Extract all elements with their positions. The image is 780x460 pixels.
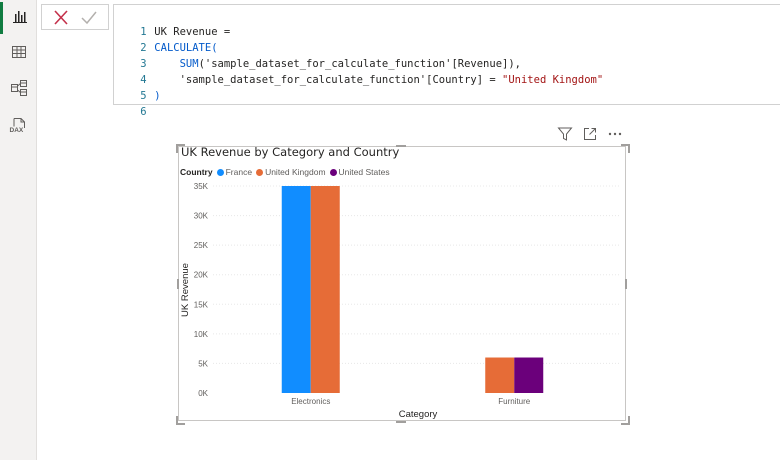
legend-item-united-states[interactable]: United States bbox=[329, 167, 390, 177]
line-number: 6 bbox=[140, 106, 147, 118]
legend-dot bbox=[329, 168, 337, 176]
resize-handle[interactable] bbox=[177, 279, 179, 289]
code-text: UK Revenue = bbox=[154, 26, 231, 38]
dax-icon: DAX bbox=[10, 117, 28, 135]
resize-handle[interactable] bbox=[176, 416, 185, 425]
filter-icon[interactable] bbox=[557, 126, 573, 142]
legend-dot bbox=[216, 168, 224, 176]
legend-label: United Kingdom bbox=[265, 167, 326, 177]
line-number: 5 bbox=[140, 90, 147, 102]
code-text: CALCULATE( bbox=[154, 42, 218, 54]
chart-title: UK Revenue by Category and Country bbox=[181, 145, 400, 159]
code-text: SUM('sample_dataset_for_calculate_functi… bbox=[179, 58, 521, 70]
legend-item-france[interactable]: France bbox=[216, 167, 253, 177]
resize-handle[interactable] bbox=[396, 145, 406, 147]
legend-label: France bbox=[225, 167, 253, 177]
table-grid-icon bbox=[11, 44, 27, 65]
more-options-icon[interactable] bbox=[607, 126, 623, 142]
report-view-button[interactable] bbox=[0, 2, 37, 34]
model-view-button[interactable] bbox=[0, 74, 37, 106]
formula-actions bbox=[41, 4, 109, 30]
code-line: 4 'sample_dataset_for_calculate_function… bbox=[114, 56, 603, 86]
legend-item-united-kingdom[interactable]: United Kingdom bbox=[256, 167, 326, 177]
legend-dot bbox=[256, 168, 264, 176]
code-text: 'sample_dataset_for_calculate_function'[… bbox=[179, 74, 604, 86]
code-text: ) bbox=[154, 90, 161, 102]
line-number: 2 bbox=[140, 42, 147, 54]
legend-label: United States bbox=[338, 167, 390, 177]
resize-handle[interactable] bbox=[621, 144, 630, 153]
resize-handle[interactable] bbox=[176, 144, 185, 153]
close-icon[interactable] bbox=[50, 7, 72, 29]
line-number: 1 bbox=[140, 26, 147, 38]
dax-label: DAX bbox=[9, 127, 24, 134]
line-number: 4 bbox=[140, 74, 147, 86]
code-line: 5) bbox=[114, 72, 160, 102]
model-diagram-icon bbox=[10, 79, 28, 102]
dax-query-view-button[interactable]: DAX bbox=[0, 110, 37, 142]
bar-chart-icon bbox=[12, 8, 28, 29]
code-line: 3 SUM('sample_dataset_for_calculate_func… bbox=[114, 40, 521, 70]
view-rail: DAX bbox=[0, 0, 37, 460]
code-line: 2 CALCULATE( bbox=[114, 24, 217, 54]
resize-handle[interactable] bbox=[625, 279, 627, 289]
focus-mode-icon[interactable] bbox=[582, 126, 598, 142]
table-view-button[interactable] bbox=[0, 38, 37, 70]
code-line: 1 UK Revenue = bbox=[114, 8, 230, 38]
code-line: 6 bbox=[114, 88, 154, 118]
resize-handle[interactable] bbox=[621, 416, 630, 425]
line-number: 3 bbox=[140, 58, 147, 70]
resize-handle[interactable] bbox=[396, 421, 406, 423]
legend-title: Country bbox=[180, 167, 213, 177]
chart-legend: Country France United Kingdom United Sta… bbox=[180, 166, 394, 178]
checkmark-icon[interactable] bbox=[78, 7, 100, 29]
chart-visual[interactable] bbox=[178, 146, 626, 421]
dax-formula-editor[interactable]: 1 UK Revenue = 2 CALCULATE( 3 SUM('sample_… bbox=[113, 4, 780, 118]
